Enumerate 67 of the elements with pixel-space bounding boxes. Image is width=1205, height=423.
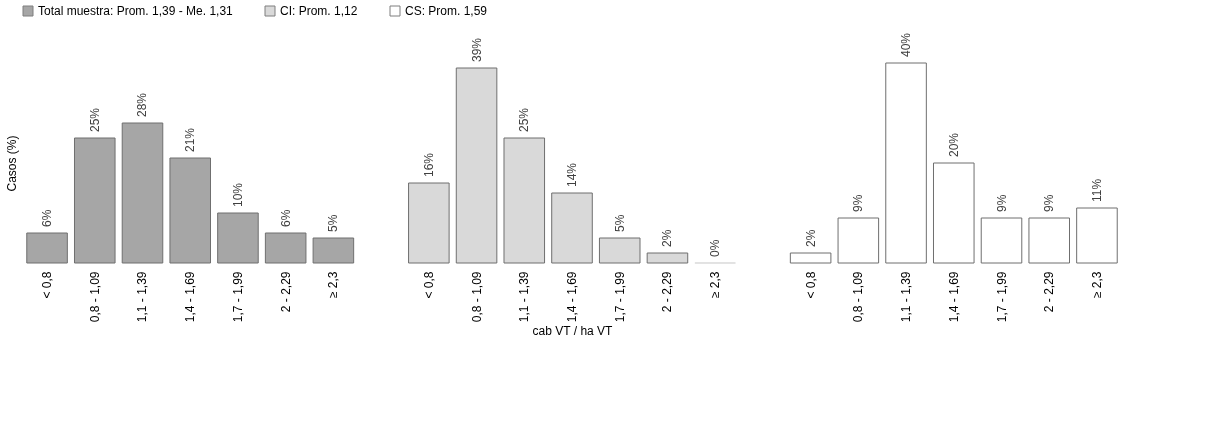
x-tick-label: < 0,8 xyxy=(803,271,818,299)
x-tick-label: 2 - 2,29 xyxy=(660,271,675,313)
data-label: 6% xyxy=(278,209,293,227)
bar xyxy=(1076,207,1118,264)
legend-label: CI: Prom. 1,12 xyxy=(280,4,358,18)
x-tick-label: < 0,8 xyxy=(40,271,55,299)
data-label: 14% xyxy=(565,162,579,187)
data-label: 9% xyxy=(851,194,866,212)
data-label: 10% xyxy=(230,182,245,207)
data-label: 2% xyxy=(803,229,818,247)
y-axis-title: Casos (%) xyxy=(4,135,19,192)
x-tick-label: 1,1 - 1,39 xyxy=(135,271,150,323)
x-tick-label: 1,4 - 1,69 xyxy=(183,271,198,323)
legend-label: CS: Prom. 1,59 xyxy=(405,4,488,18)
x-tick-label: 1,1 - 1,39 xyxy=(899,271,914,323)
data-label: 20% xyxy=(946,132,961,157)
bar xyxy=(598,237,641,264)
x-tick-label: 1,7 - 1,99 xyxy=(230,271,245,323)
x-tick-label: 1,7 - 1,99 xyxy=(994,271,1009,323)
data-label: 9% xyxy=(1042,194,1057,212)
legend-label: Total muestra: Prom. 1,39 - Me. 1,31 xyxy=(38,4,234,18)
bar xyxy=(121,122,164,264)
data-label: 11% xyxy=(1089,178,1104,202)
bar xyxy=(646,252,689,264)
x-tick-label: < 0,8 xyxy=(421,271,436,299)
data-label: 9% xyxy=(994,194,1009,212)
x-tick-label: 1,4 - 1,69 xyxy=(565,271,579,323)
x-tick-label: 0,8 - 1,09 xyxy=(851,271,866,323)
data-label: 5% xyxy=(326,214,341,232)
bar xyxy=(169,157,211,264)
data-label: 39% xyxy=(469,37,484,62)
x-tick-label: 1,4 - 1,69 xyxy=(946,271,961,323)
bar xyxy=(933,162,975,264)
x-tick-label: 1,7 - 1,99 xyxy=(612,271,627,323)
data-label: 40% xyxy=(899,32,914,57)
bar xyxy=(1028,217,1071,264)
bar xyxy=(455,67,498,264)
x-axis-title: cab VT / ha VT xyxy=(532,324,614,339)
data-label: 28% xyxy=(135,92,150,117)
data-label: 25% xyxy=(87,107,102,132)
x-tick-label: 0,8 - 1,09 xyxy=(469,271,484,323)
bar xyxy=(264,232,307,264)
bar xyxy=(885,62,927,264)
bar xyxy=(312,237,355,264)
data-label: 5% xyxy=(612,214,627,232)
bar xyxy=(217,212,259,264)
data-label: 2% xyxy=(660,229,675,247)
x-tick-label: ≥ 2,3 xyxy=(708,271,723,299)
bar xyxy=(73,137,116,264)
data-label: 21% xyxy=(183,127,198,152)
data-label: 0% xyxy=(708,239,723,257)
data-label: 16% xyxy=(421,152,436,177)
bar xyxy=(408,182,450,264)
bar xyxy=(980,217,1023,264)
x-tick-label: ≥ 2,3 xyxy=(1089,271,1104,299)
bar xyxy=(503,137,546,264)
x-tick-label: 2 - 2,29 xyxy=(278,271,293,313)
bar xyxy=(26,232,68,264)
x-tick-label: 2 - 2,29 xyxy=(1042,271,1057,313)
x-tick-label: 1,1 - 1,39 xyxy=(517,271,532,323)
x-tick-label: ≥ 2,3 xyxy=(326,271,341,299)
bar xyxy=(789,252,832,264)
data-label: 25% xyxy=(517,107,532,132)
x-tick-label: 0,8 - 1,09 xyxy=(87,271,102,323)
data-label: 6% xyxy=(40,209,55,227)
bar xyxy=(551,192,593,264)
bar xyxy=(837,217,880,264)
